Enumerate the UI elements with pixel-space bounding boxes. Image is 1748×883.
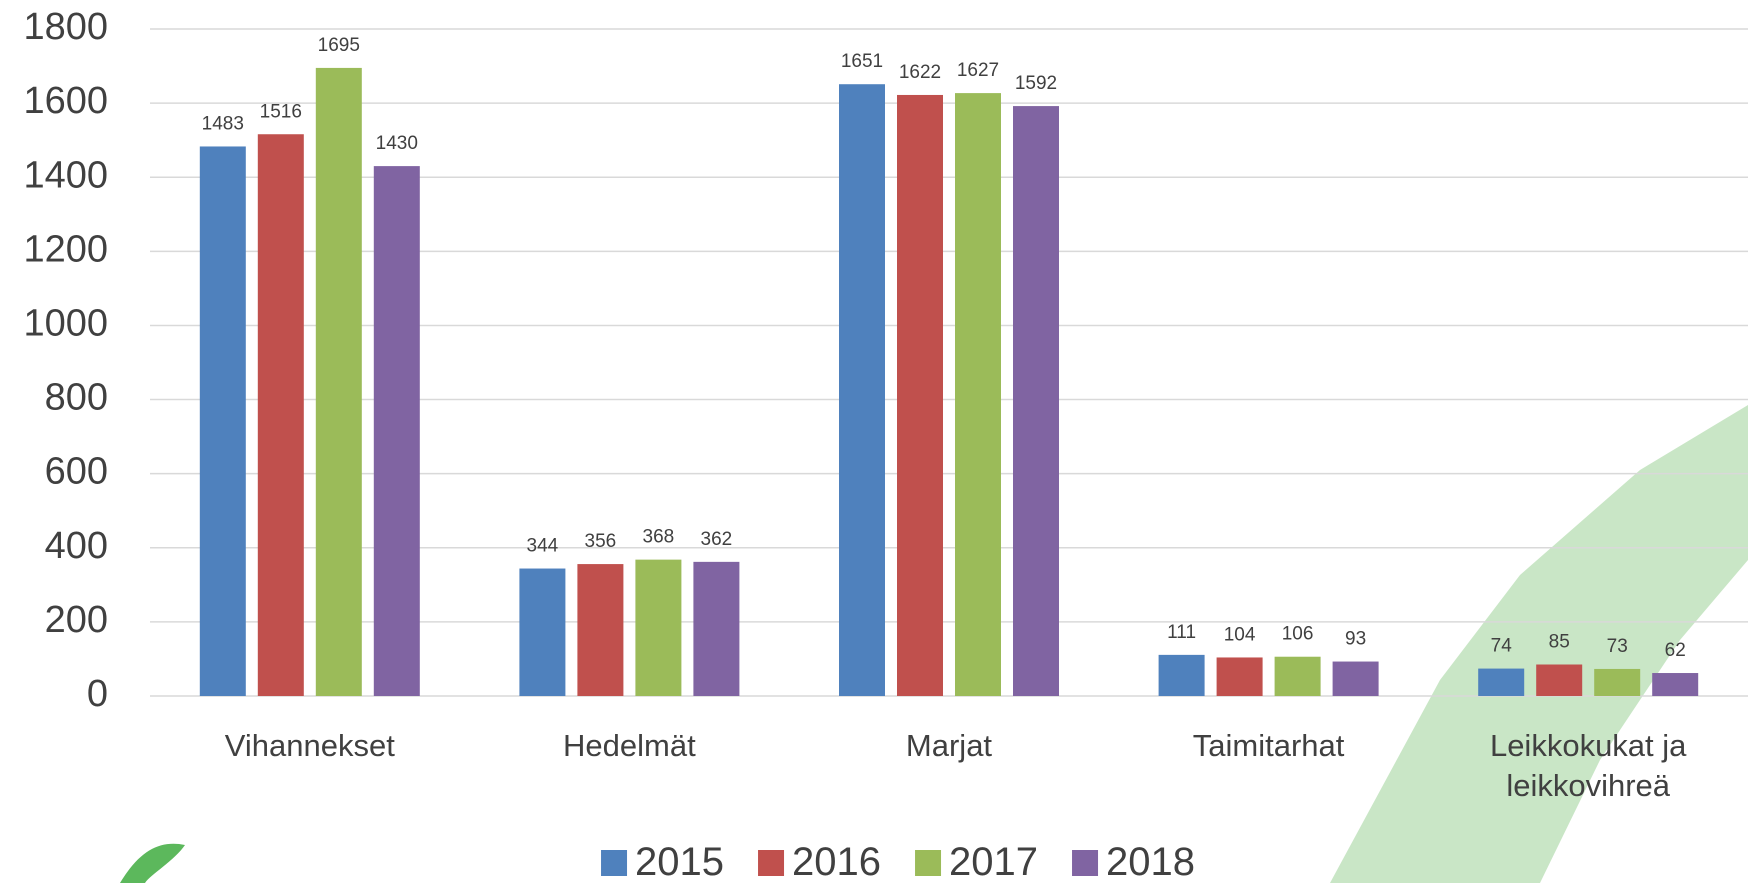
y-tick-label: 400	[45, 525, 108, 567]
legend: 2015 2016 2017 2018	[601, 840, 1195, 883]
y-tick-label: 600	[45, 451, 108, 493]
y-tick-label: 200	[45, 599, 108, 641]
bar	[199, 146, 246, 696]
data-label: 356	[585, 531, 617, 552]
y-tick-label: 1200	[23, 228, 108, 270]
bar	[1216, 657, 1263, 696]
data-label: 106	[1282, 624, 1314, 645]
bar	[693, 561, 740, 696]
y-tick-label: 1400	[23, 154, 108, 196]
bar	[1013, 106, 1059, 696]
bar	[373, 166, 420, 696]
bar	[839, 84, 885, 697]
bar	[1274, 656, 1321, 696]
legend-swatch	[601, 849, 628, 876]
legend-item: 2018	[1071, 840, 1195, 883]
legend-label: 2016	[792, 840, 881, 883]
data-label: 74	[1491, 636, 1513, 657]
y-tick-label: 0	[87, 673, 108, 715]
bar	[635, 559, 682, 696]
bar	[315, 67, 362, 697]
data-label: 73	[1607, 636, 1628, 657]
legend-swatch	[915, 849, 941, 876]
data-label: 1592	[1015, 73, 1057, 94]
bar	[1652, 673, 1699, 696]
bar	[1332, 661, 1379, 696]
y-tick-label: 1800	[23, 6, 108, 48]
data-label: 368	[643, 527, 675, 548]
legend-label: 2015	[635, 840, 725, 883]
data-label: 1695	[318, 35, 360, 56]
data-label: 62	[1665, 640, 1686, 661]
bar	[897, 94, 943, 697]
bar	[1594, 668, 1641, 696]
data-label: 1516	[260, 101, 302, 122]
y-tick-label: 1000	[23, 302, 108, 344]
legend-item: 2015	[601, 840, 724, 883]
bar	[519, 568, 566, 696]
data-label: 111	[1167, 622, 1196, 643]
data-label: 1651	[841, 51, 883, 72]
data-label: 93	[1345, 629, 1366, 650]
legend-item: 2017	[915, 840, 1038, 883]
bar	[257, 134, 304, 696]
logo-leaf	[120, 843, 185, 883]
data-label: 1430	[376, 133, 418, 154]
bar	[955, 93, 1001, 697]
legend-label: 2018	[1105, 840, 1195, 883]
x-tick-label: Leikkokukat ja leikkovihreä	[1489, 728, 1687, 803]
data-label: 104	[1224, 624, 1256, 645]
legend-item: 2016	[758, 840, 881, 883]
data-label: 1627	[957, 60, 999, 81]
bar	[577, 564, 624, 696]
legend-swatch	[1071, 849, 1098, 876]
x-tick-label: Vihannekset	[224, 728, 395, 763]
x-tick-label: Marjat	[905, 728, 993, 763]
x-tick-label: Hedelmät	[563, 728, 696, 763]
y-tick-label: 1600	[23, 80, 108, 122]
background-leaf	[1330, 405, 1748, 883]
data-label: 1483	[202, 113, 244, 134]
data-label: 85	[1549, 632, 1570, 653]
y-tick-label: 800	[45, 377, 108, 419]
bar	[1158, 654, 1205, 696]
x-tick-label: Taimitarhat	[1192, 728, 1345, 763]
bar	[1478, 668, 1525, 696]
data-label: 1622	[899, 62, 941, 83]
legend-swatch	[758, 849, 785, 876]
data-label: 344	[527, 536, 559, 557]
data-label: 362	[701, 529, 733, 550]
bar	[1536, 664, 1583, 696]
legend-label: 2017	[949, 840, 1038, 883]
